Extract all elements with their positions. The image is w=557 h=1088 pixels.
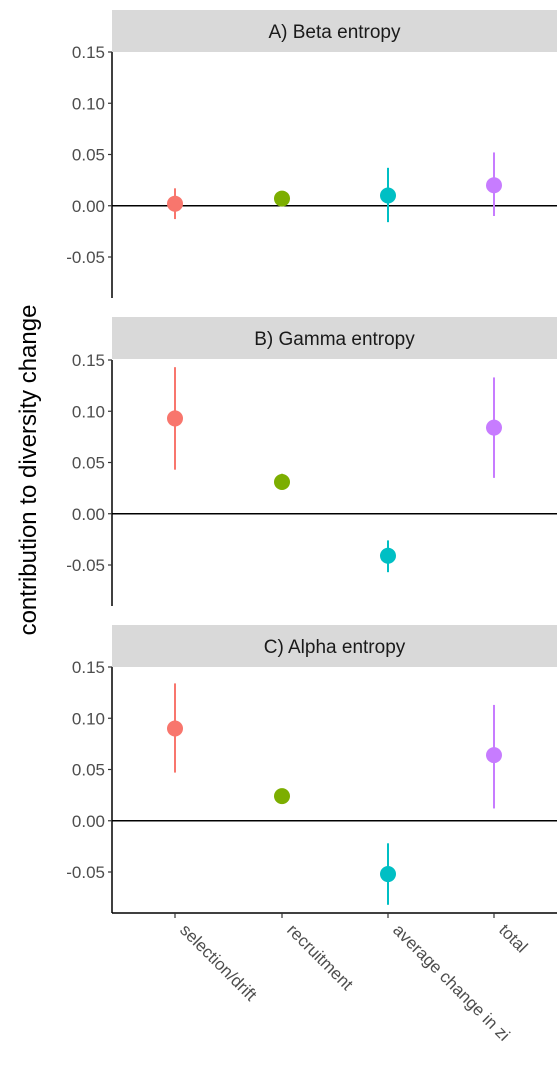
panel-title: C) Alpha entropy: [264, 637, 406, 658]
y-tick-label: -0.05: [66, 863, 105, 882]
y-tick-label: 0.15: [72, 351, 105, 370]
data-point: [274, 190, 290, 207]
y-tick-label: 0.15: [72, 43, 105, 62]
data-point: [167, 720, 183, 737]
data-point: [167, 195, 183, 212]
y-axis-title: contribution to diversity change: [15, 305, 42, 636]
y-tick-label: -0.05: [66, 556, 105, 575]
data-point: [486, 419, 502, 436]
panel-3: C) Alpha entropy 0.15 0.10 0.05 0.00 -0.05: [66, 625, 557, 913]
x-tick-label: total: [495, 920, 531, 956]
y-tick-label: 0.05: [72, 454, 105, 473]
data-point: [486, 177, 502, 194]
data-point: [380, 547, 396, 564]
x-tick-label: recruitment: [283, 920, 357, 994]
data-point: [486, 747, 502, 764]
panel-1: A) Beta entropy 0.15 0.10 0.05 0.00 -0.05: [66, 10, 557, 298]
panel-title: A) Beta entropy: [268, 22, 401, 43]
panel-strip: [112, 317, 557, 359]
data-point: [380, 187, 396, 204]
data-point: [380, 866, 396, 883]
y-tick-label: 0.05: [72, 761, 105, 780]
x-tick-label: average change in zi: [389, 920, 513, 1044]
y-tick-label: 0.05: [72, 146, 105, 165]
y-tick-label: 0.00: [72, 505, 105, 524]
x-tick-label: selection/drift: [176, 920, 260, 1004]
y-tick-label: 0.10: [72, 94, 105, 113]
panel-strip: [112, 625, 557, 667]
y-tick-label: 0.00: [72, 197, 105, 216]
data-point: [274, 473, 290, 490]
panel-2: B) Gamma entropy 0.15 0.10 0.05 0.00 -0.05: [66, 317, 557, 606]
y-tick-label: 0.10: [72, 402, 105, 421]
y-tick-label: -0.05: [66, 248, 105, 267]
y-tick-label: 0.00: [72, 812, 105, 831]
panel-strip: [112, 10, 557, 52]
data-point: [167, 410, 183, 427]
panel-title: B) Gamma entropy: [254, 329, 415, 350]
y-tick-label: 0.15: [72, 658, 105, 677]
data-point: [274, 788, 290, 805]
y-tick-label: 0.10: [72, 709, 105, 728]
